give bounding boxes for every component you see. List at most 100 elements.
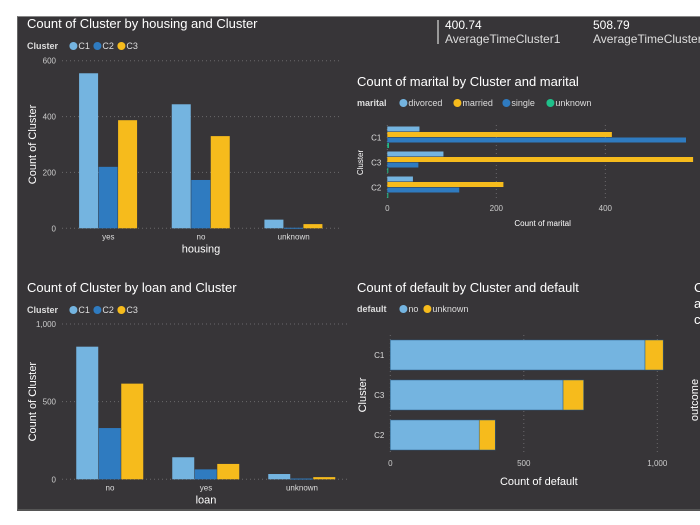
legend-marker-unknown	[423, 305, 432, 313]
bar-no-C1	[171, 104, 191, 229]
bar-C3-unknown	[562, 379, 584, 411]
chart-title: Count of default by Cluster and default	[357, 280, 579, 295]
bar-C2-divorced	[387, 176, 413, 182]
bar-yes-C2	[194, 469, 217, 480]
bar-C2-unknown	[478, 419, 496, 451]
bar-C1-married	[387, 132, 612, 137]
legend-label-married: married	[462, 98, 493, 108]
y-tick-label: C3	[371, 159, 382, 168]
y-tick-label: C1	[371, 134, 382, 143]
chart-1: Count of marital by Cluster and marital m…	[356, 74, 694, 228]
y-axis-title: Count of Cluster	[27, 104, 39, 184]
bar-unknown-C2	[283, 227, 303, 229]
legend-label-C2: C2	[102, 41, 114, 51]
y-tick-label: C2	[371, 184, 382, 193]
bar-C1-unknown	[387, 143, 389, 148]
legend-label-C1: C1	[78, 41, 90, 51]
bar-C3-unknown	[387, 168, 389, 173]
x-tick-label: yes	[200, 483, 212, 492]
bar-yes-C2	[98, 166, 118, 229]
y-tick-label: C3	[374, 391, 385, 400]
bar-yes-C1	[172, 457, 195, 480]
legend-marker-single	[502, 99, 511, 107]
y-tick-label: 1,000	[36, 320, 57, 329]
legend-marker-married	[453, 99, 462, 107]
x-tick-label: 500	[517, 459, 531, 468]
bar-C3-single	[387, 162, 419, 168]
legend-marker-divorced	[399, 99, 408, 107]
legend-label-unknown: unknown	[432, 304, 468, 314]
bar-C1-no	[390, 339, 646, 371]
legend-title: Cluster	[27, 305, 59, 315]
x-tick-label: unknown	[278, 232, 310, 241]
bar-unknown-C2	[290, 478, 313, 480]
bar-C3-married	[387, 157, 694, 162]
x-tick-label: no	[106, 483, 115, 492]
legend-marker-no	[399, 305, 408, 313]
chart-title: Count of marital by Cluster and marital	[357, 74, 579, 89]
partial-card-axis-title: outcome	[689, 379, 700, 421]
bar-C1-divorced	[387, 126, 420, 132]
y-axis-title: Count of Cluster	[27, 362, 39, 442]
legend-marker-C2	[93, 42, 102, 50]
bar-C3-divorced	[387, 151, 444, 157]
bar-C2-married	[387, 182, 504, 187]
x-tick-label: 200	[490, 204, 504, 213]
x-tick-label: yes	[102, 232, 114, 241]
legend-marker-C1	[69, 306, 78, 314]
bar-yes-C1	[79, 73, 99, 229]
legend-label-C3: C3	[126, 41, 138, 51]
kpi-label: AverageTimeCluster1	[445, 32, 561, 46]
y-tick-label: 0	[52, 224, 57, 233]
x-tick-label: unknown	[286, 483, 318, 492]
y-tick-label: 200	[43, 168, 57, 177]
y-tick-label: 0	[52, 475, 57, 484]
chart-2: Count of Cluster by loan and Cluster Clus…	[27, 280, 350, 506]
chart-3: Count of default by Cluster and default d…	[357, 280, 668, 488]
x-tick-label: 1,000	[647, 459, 668, 468]
kpi-value: 400.74	[445, 18, 482, 32]
kpi-label: AverageTimeCluster2	[593, 32, 700, 46]
legend-marker-C1	[69, 42, 78, 50]
bar-no-C2	[98, 428, 121, 480]
bar-C1-single	[387, 137, 687, 143]
x-axis-title: housing	[182, 243, 221, 255]
bar-yes-C3	[217, 463, 240, 480]
x-tick-label: 400	[599, 204, 613, 213]
bar-no-C3	[121, 383, 144, 480]
x-tick-label: no	[197, 232, 206, 241]
bar-C3-no	[390, 379, 564, 411]
kpi-card-cluster1[interactable]: 400.74 AverageTimeCluster1	[445, 18, 560, 46]
y-axis-title: Cluster	[357, 377, 369, 412]
y-tick-label: 400	[43, 113, 57, 122]
y-tick-label: C2	[374, 431, 385, 440]
kpi-card-cluster2[interactable]: 508.79 AverageTimeCluster2	[593, 18, 700, 46]
x-axis-title: Count of marital	[514, 219, 571, 228]
legend-label-C1: C1	[78, 305, 90, 315]
bar-no-C1	[76, 346, 99, 480]
legend-marker-C3	[117, 42, 126, 50]
y-tick-label: 500	[43, 398, 57, 407]
chart-0: Count of Cluster by housing and Cluster C…	[27, 16, 340, 255]
partial-card-text: c	[694, 312, 700, 327]
bar-unknown-C1	[264, 219, 284, 229]
bar-no-C3	[210, 136, 230, 229]
kpi-divider	[437, 20, 439, 44]
bar-C2-single	[387, 187, 460, 193]
y-tick-label: 600	[43, 57, 57, 66]
legend-title: default	[357, 304, 387, 314]
partial-card-text: a	[694, 296, 700, 311]
bar-no-C2	[191, 179, 211, 229]
legend-label-unknown: unknown	[555, 98, 591, 108]
chart-title: Count of Cluster by loan and Cluster	[27, 280, 237, 295]
y-tick-label: C1	[374, 351, 385, 360]
bar-unknown-C1	[268, 474, 291, 480]
bar-unknown-C3	[303, 224, 323, 229]
legend-label-C3: C3	[126, 305, 138, 315]
y-axis-title: Cluster	[356, 149, 365, 175]
legend-title: marital	[357, 98, 387, 108]
legend-title: Cluster	[27, 41, 59, 51]
chart-title: Count of Cluster by housing and Cluster	[27, 16, 258, 31]
legend-marker-C2	[93, 306, 102, 314]
